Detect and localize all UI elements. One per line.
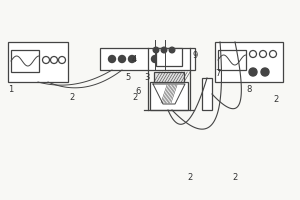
- Bar: [215, 42, 283, 82]
- Bar: [202, 78, 212, 110]
- Circle shape: [261, 68, 269, 76]
- Text: 1: 1: [8, 84, 14, 94]
- Circle shape: [152, 55, 158, 62]
- Bar: [8, 42, 68, 82]
- Text: 2: 2: [132, 92, 138, 102]
- Text: 6: 6: [135, 88, 141, 97]
- Text: 4: 4: [131, 55, 136, 64]
- Bar: [11, 50, 39, 72]
- Circle shape: [161, 55, 169, 62]
- Text: 2: 2: [69, 92, 75, 102]
- Circle shape: [118, 55, 125, 62]
- Circle shape: [128, 55, 136, 62]
- Text: 2: 2: [273, 96, 279, 104]
- Text: 5: 5: [125, 73, 130, 82]
- Bar: [156, 48, 182, 66]
- Text: 2: 2: [232, 173, 238, 182]
- Bar: [100, 48, 195, 70]
- Circle shape: [109, 55, 116, 62]
- Circle shape: [249, 68, 257, 76]
- Bar: [218, 50, 246, 70]
- Circle shape: [161, 47, 167, 53]
- Text: 8: 8: [246, 84, 252, 94]
- Circle shape: [153, 47, 159, 53]
- Text: 3: 3: [144, 72, 150, 82]
- Bar: [150, 82, 188, 110]
- Text: 2: 2: [188, 173, 193, 182]
- Text: 9: 9: [192, 51, 198, 60]
- Bar: [154, 72, 184, 82]
- Text: 7: 7: [215, 68, 221, 77]
- Circle shape: [169, 47, 175, 53]
